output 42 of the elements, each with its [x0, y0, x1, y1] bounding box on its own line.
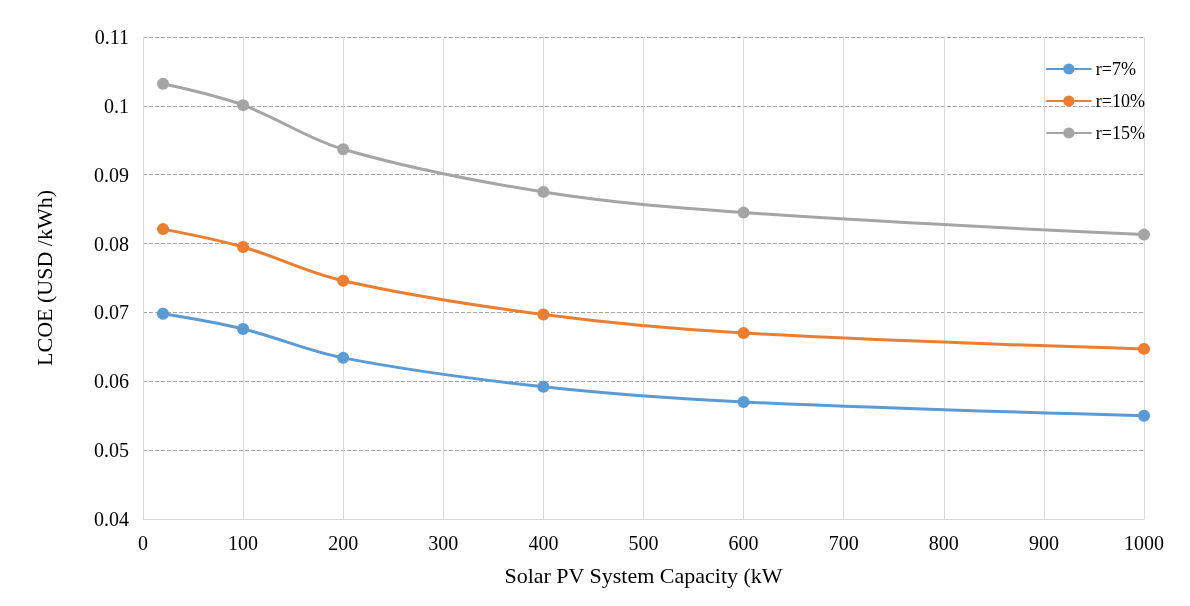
x-tick-label: 400	[528, 532, 559, 554]
point	[157, 307, 170, 320]
point	[157, 77, 170, 90]
x-tick-label: 100	[228, 532, 259, 554]
y-axis-title: LCOE (USD /kWh)	[31, 190, 57, 366]
x-tick-label: 1000	[1124, 532, 1164, 554]
point	[1138, 342, 1150, 355]
y-tick-label: 0.11	[94, 26, 129, 48]
y-tick-label: 0.1	[104, 94, 129, 117]
point	[1138, 228, 1150, 241]
point	[537, 308, 550, 321]
x-axis-title: Solar PV System Capacity (kW	[504, 562, 783, 588]
legend-label: r=10%	[1095, 91, 1146, 111]
point	[157, 223, 170, 236]
x-tick-label: 500	[628, 532, 659, 554]
point	[737, 327, 750, 340]
y-tick-label: 0.06	[94, 370, 129, 393]
point	[237, 99, 250, 112]
x-tick-label: 300	[428, 532, 459, 554]
y-tick-label: 0.08	[94, 232, 129, 255]
y-tick-label: 0.09	[94, 163, 129, 186]
point	[1138, 409, 1150, 422]
y-tick-label: 0.05	[94, 439, 129, 462]
x-tick-label: 900	[1028, 532, 1059, 554]
point	[737, 395, 750, 408]
point	[537, 185, 550, 198]
x-tick-label: 700	[828, 532, 859, 554]
legend-label: r=15%	[1095, 123, 1146, 143]
x-tick-label: 600	[728, 532, 759, 554]
x-tick-label: 0	[138, 532, 148, 554]
x-tick-label: 200	[328, 532, 359, 554]
point	[537, 380, 550, 393]
point	[237, 241, 250, 254]
legend-label: r=7%	[1095, 59, 1137, 79]
point	[337, 274, 350, 287]
point	[737, 206, 750, 219]
x-tick-label: 800	[928, 532, 959, 554]
y-tick-label: 0.07	[94, 301, 129, 324]
y-tick-label: 0.04	[94, 508, 129, 530]
point	[237, 322, 250, 335]
point	[337, 351, 350, 364]
point	[337, 143, 350, 156]
